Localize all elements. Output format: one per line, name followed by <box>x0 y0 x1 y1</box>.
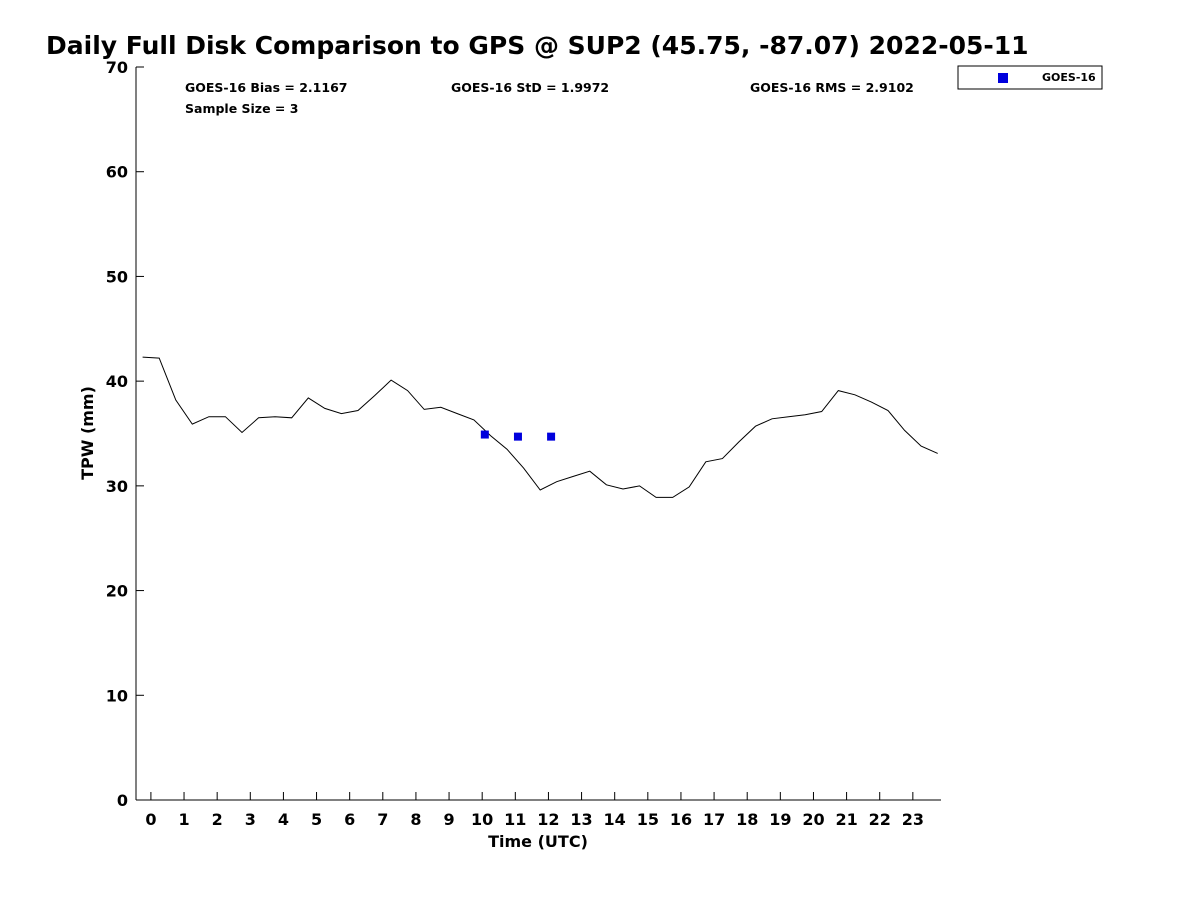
y-tick-label-60: 60 <box>106 163 128 182</box>
y-tick-label-30: 30 <box>106 477 128 496</box>
x-tick-label-9: 9 <box>443 810 454 829</box>
x-tick-label-21: 21 <box>835 810 857 829</box>
x-tick-label-12: 12 <box>537 810 559 829</box>
x-tick-label-16: 16 <box>670 810 692 829</box>
y-tick-label-50: 50 <box>106 267 128 286</box>
x-tick-label-2: 2 <box>212 810 223 829</box>
goes-16-point-0 <box>480 430 489 439</box>
x-tick-label-23: 23 <box>902 810 924 829</box>
x-tick-label-1: 1 <box>178 810 189 829</box>
goes-16-series <box>480 430 556 441</box>
x-tick-label-19: 19 <box>769 810 791 829</box>
x-axis-label: Time (UTC) <box>488 832 588 851</box>
x-tick-label-20: 20 <box>802 810 824 829</box>
x-tick-label-6: 6 <box>344 810 355 829</box>
x-tick-label-18: 18 <box>736 810 758 829</box>
y-tick-label-20: 20 <box>106 582 128 601</box>
stat-std: GOES-16 StD = 1.9972 <box>451 80 609 95</box>
goes-16-point-2 <box>547 432 556 441</box>
chart-title: Daily Full Disk Comparison to GPS @ SUP2… <box>46 31 1029 60</box>
x-tick-label-11: 11 <box>504 810 526 829</box>
x-tick-label-3: 3 <box>245 810 256 829</box>
x-tick-label-7: 7 <box>377 810 388 829</box>
x-tick-label-0: 0 <box>145 810 156 829</box>
x-tick-label-17: 17 <box>703 810 725 829</box>
x-tick-label-13: 13 <box>570 810 592 829</box>
x-tick-label-10: 10 <box>471 810 493 829</box>
y-tick-label-40: 40 <box>106 372 128 391</box>
x-ticks: 0 1 2 3 4 5 6 7 8 9 10 11 12 13 14 15 16 17 18 19 20 21 22 23 <box>145 792 924 829</box>
stat-bias: GOES-16 Bias = 2.1167 <box>185 80 347 95</box>
stat-sample-size: Sample Size = 3 <box>185 101 298 116</box>
x-tick-label-14: 14 <box>604 810 626 829</box>
x-tick-label-8: 8 <box>410 810 421 829</box>
legend-label-goes-16: GOES-16 <box>1042 71 1096 84</box>
x-tick-label-5: 5 <box>311 810 322 829</box>
y-ticks: 0 10 20 30 40 50 60 70 <box>106 58 144 810</box>
y-axis-label: TPW (mm) <box>78 386 97 480</box>
y-tick-label-0: 0 <box>117 791 128 810</box>
x-tick-label-4: 4 <box>278 810 289 829</box>
goes-16-point-1 <box>513 432 522 441</box>
x-tick-label-22: 22 <box>869 810 891 829</box>
legend-marker-goes-16 <box>998 73 1008 83</box>
x-tick-label-15: 15 <box>637 810 659 829</box>
y-tick-label-70: 70 <box>106 58 128 77</box>
gps-line <box>142 356 938 498</box>
y-tick-label-10: 10 <box>106 686 128 705</box>
gps-series <box>142 356 938 498</box>
stat-rms: GOES-16 RMS = 2.9102 <box>750 80 914 95</box>
legend: GOES-16 <box>957 65 1103 90</box>
legend-box <box>957 65 1103 90</box>
